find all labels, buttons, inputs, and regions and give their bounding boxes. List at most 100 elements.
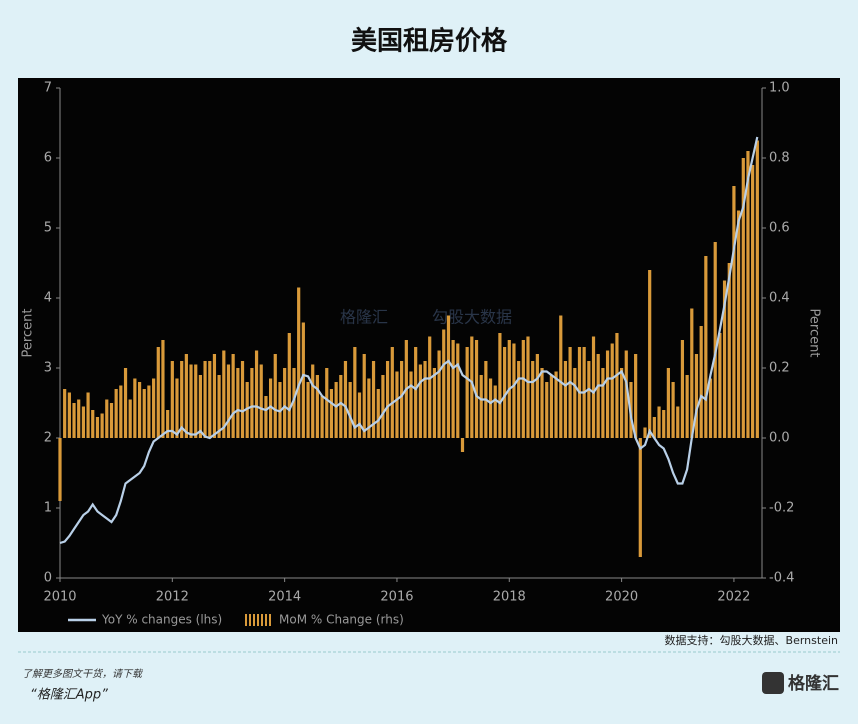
y-tick-label: 5 <box>44 221 52 236</box>
bar <box>203 361 207 438</box>
bar <box>755 140 759 438</box>
y-tick-label: 6 <box>44 151 52 166</box>
y2-axis-label: Percent <box>807 309 822 358</box>
line <box>59 136 759 545</box>
bar <box>465 347 469 438</box>
legend-swatch <box>245 614 247 626</box>
legend-swatch <box>253 614 255 626</box>
y2-tick-label: 0.8 <box>769 151 790 166</box>
bar <box>563 361 568 438</box>
bar <box>727 263 731 438</box>
bar <box>184 354 188 438</box>
bar <box>287 333 291 438</box>
bar <box>400 361 404 438</box>
bar <box>371 361 376 438</box>
bar <box>311 364 315 438</box>
y-tick-label: 7 <box>44 81 52 96</box>
y-tick-label: 4 <box>44 291 52 306</box>
bar <box>95 417 100 438</box>
bar <box>105 399 109 438</box>
bar <box>741 158 745 438</box>
footer-app: “格隆汇App” <box>30 688 108 703</box>
x-tick-label: 2010 <box>43 590 76 605</box>
bar <box>704 256 708 438</box>
bar <box>334 382 338 438</box>
bar <box>67 392 71 438</box>
bar <box>559 315 563 438</box>
bar <box>180 361 184 438</box>
bar <box>503 347 507 438</box>
bar <box>128 399 132 438</box>
bar <box>259 364 263 438</box>
bar <box>736 210 741 438</box>
y2-tick-label: 0.0 <box>769 431 790 446</box>
bar <box>208 361 212 438</box>
bar <box>325 368 329 438</box>
bar <box>72 403 76 438</box>
bar <box>362 354 366 438</box>
bar <box>718 333 722 438</box>
bar <box>554 371 558 438</box>
legend-swatch <box>261 614 263 626</box>
bar <box>161 340 165 438</box>
bar <box>451 340 455 438</box>
x-tick-label: 2018 <box>493 590 526 605</box>
bar <box>137 382 142 438</box>
bar <box>320 396 324 438</box>
bar <box>591 336 596 438</box>
bar <box>315 375 319 438</box>
watermark: 勾股大数据 <box>432 308 512 327</box>
bar <box>236 368 240 438</box>
bar <box>517 361 521 438</box>
bar <box>245 382 249 438</box>
x-tick-label: 2016 <box>380 590 413 605</box>
bar <box>460 438 465 452</box>
bar <box>254 350 259 438</box>
bar <box>269 378 273 438</box>
bar <box>226 364 231 438</box>
bar <box>390 347 394 438</box>
bar <box>442 329 446 438</box>
bar <box>751 165 755 438</box>
bar <box>283 368 287 438</box>
bar <box>493 385 497 438</box>
bar <box>189 364 193 438</box>
bar <box>240 361 245 438</box>
bar <box>531 361 535 438</box>
bar <box>662 410 666 438</box>
bar <box>264 396 268 438</box>
bar <box>418 364 422 438</box>
bar <box>446 315 451 438</box>
bar <box>610 343 614 438</box>
bar <box>601 368 605 438</box>
bar <box>638 438 642 557</box>
y2-tick-label: -0.4 <box>769 571 794 586</box>
bar <box>222 350 226 438</box>
bar <box>301 322 305 438</box>
bar <box>142 389 146 438</box>
legend-swatch <box>257 614 259 626</box>
x-tick-label: 2014 <box>268 590 301 605</box>
y-tick-label: 2 <box>44 431 52 446</box>
bar <box>624 350 628 438</box>
bar <box>722 280 727 438</box>
bar <box>58 438 62 501</box>
bar <box>596 354 600 438</box>
bar <box>666 368 670 438</box>
y-tick-label: 0 <box>44 571 52 586</box>
bar <box>212 354 217 438</box>
y-tick-label: 1 <box>44 501 52 516</box>
y2-tick-label: -0.2 <box>769 501 794 516</box>
bar <box>119 385 123 438</box>
bar <box>231 354 235 438</box>
bar <box>367 378 371 438</box>
bar <box>217 375 221 438</box>
legend-swatch <box>265 614 267 626</box>
bar <box>549 375 553 438</box>
legend-label: MoM % Change (rhs) <box>279 613 404 627</box>
bar <box>156 347 160 438</box>
bar <box>470 336 474 438</box>
bar <box>395 371 399 438</box>
bar <box>114 389 118 438</box>
